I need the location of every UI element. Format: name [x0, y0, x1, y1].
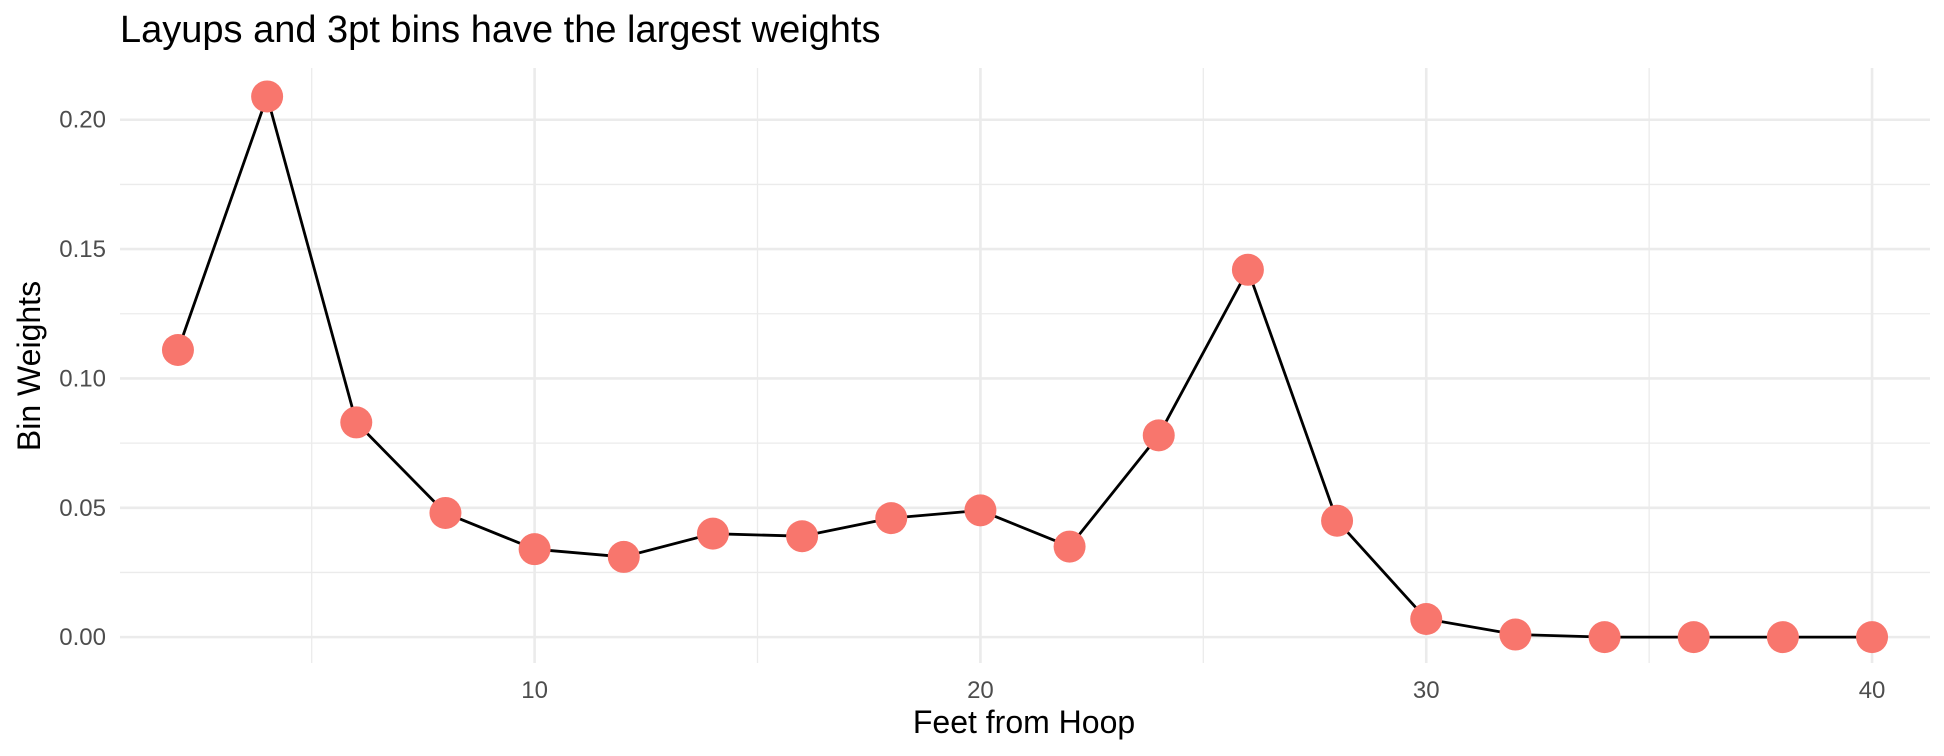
- y-tick-label: 0.20: [59, 107, 106, 134]
- y-tick-label: 0.00: [59, 624, 106, 651]
- data-point: [1677, 621, 1710, 654]
- data-point: [696, 517, 729, 550]
- x-tick-label: 30: [1413, 677, 1440, 704]
- data-point: [1410, 603, 1443, 636]
- y-tick-label: 0.15: [59, 236, 106, 263]
- data-point: [1856, 621, 1889, 654]
- series-line-group: [176, 91, 1872, 639]
- data-points: [161, 80, 1889, 654]
- data-point: [1231, 253, 1264, 286]
- y-axis-title: Bin Weights: [11, 281, 47, 451]
- data-point: [1499, 618, 1532, 651]
- data-point: [1142, 419, 1175, 452]
- series-line: [176, 91, 1872, 639]
- data-point: [518, 533, 551, 566]
- x-axis-title: Feet from Hoop: [913, 704, 1135, 740]
- data-point: [340, 406, 373, 439]
- data-point: [251, 80, 284, 113]
- data-point: [964, 494, 997, 527]
- data-point: [1321, 504, 1354, 537]
- data-point: [607, 540, 640, 573]
- data-point: [161, 333, 194, 366]
- x-tick-label: 10: [521, 677, 548, 704]
- grid: [120, 68, 1930, 663]
- data-point: [1588, 621, 1621, 654]
- y-tick-label: 0.05: [59, 495, 106, 522]
- x-tick-label: 40: [1859, 677, 1886, 704]
- y-tick-label: 0.10: [59, 365, 106, 392]
- x-tick-label: 20: [967, 677, 994, 704]
- data-point: [875, 502, 908, 535]
- chart-title: Layups and 3pt bins have the largest wei…: [120, 9, 881, 51]
- data-point: [1053, 530, 1086, 563]
- data-point: [786, 520, 819, 553]
- data-point: [1766, 621, 1799, 654]
- tick-labels: 0.00 0.05 0.10 0.15 0.20 10 20 30 40: [59, 107, 1885, 704]
- data-point: [429, 496, 462, 529]
